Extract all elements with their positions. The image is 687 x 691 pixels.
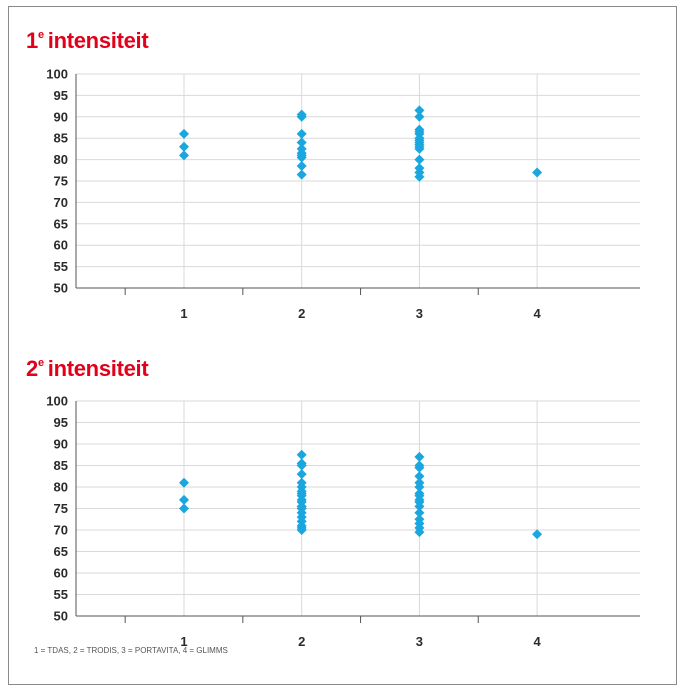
y-tick-label: 50 xyxy=(54,609,68,624)
data-point xyxy=(414,452,424,462)
y-tick-label: 90 xyxy=(54,437,68,452)
y-tick-label: 65 xyxy=(54,544,68,559)
footnote: 1 = TDAS, 2 = TRODIS, 3 = PORTAVITA, 4 =… xyxy=(34,646,228,655)
data-point xyxy=(532,529,542,539)
y-tick-label: 85 xyxy=(54,458,68,473)
x-tick-label: 4 xyxy=(533,634,541,649)
x-tick-label: 2 xyxy=(298,634,305,649)
data-point xyxy=(179,478,189,488)
data-point xyxy=(179,495,189,505)
data-point xyxy=(297,469,307,479)
data-point xyxy=(297,450,307,460)
y-tick-label: 75 xyxy=(54,501,68,516)
y-tick-label: 95 xyxy=(54,415,68,430)
y-tick-label: 100 xyxy=(46,394,68,409)
x-tick-label: 3 xyxy=(416,634,423,649)
y-tick-label: 70 xyxy=(54,523,68,538)
y-tick-label: 80 xyxy=(54,480,68,495)
y-tick-label: 55 xyxy=(54,587,68,602)
data-point xyxy=(179,504,189,514)
y-tick-label: 60 xyxy=(54,566,68,581)
